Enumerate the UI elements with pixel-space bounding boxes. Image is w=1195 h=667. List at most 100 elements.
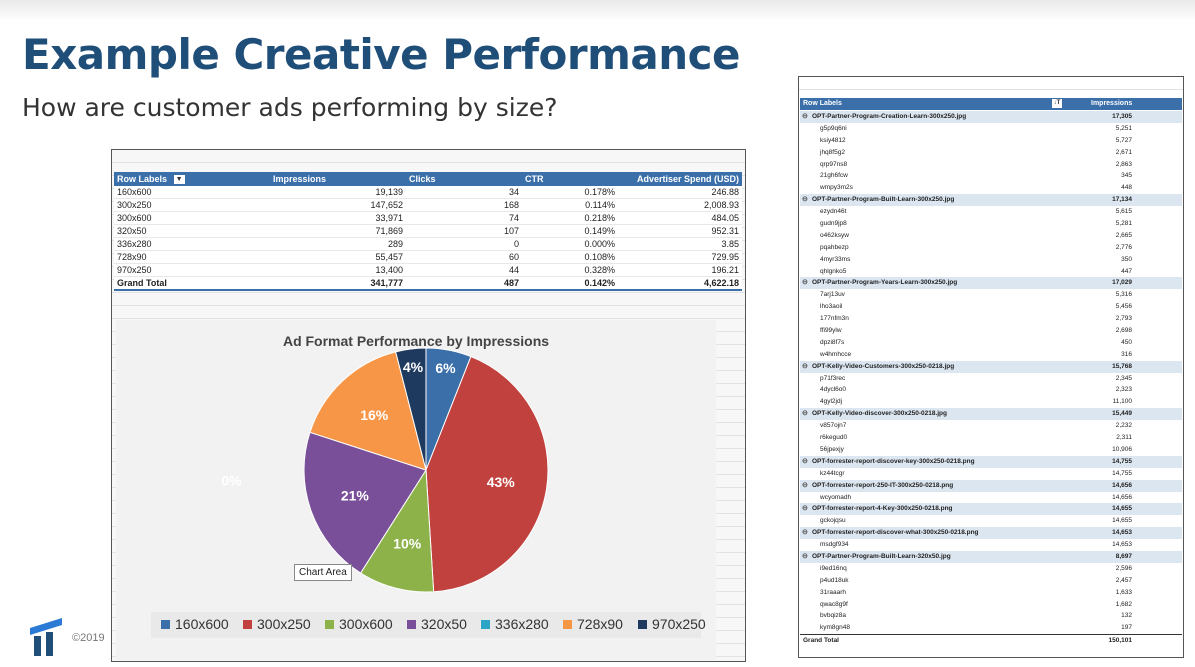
pie-slice-300x250[interactable] — [425, 355, 549, 593]
pie-slice-970x250[interactable] — [395, 347, 427, 471]
child-row[interactable]: wcyomadh 14,656 — [800, 492, 1182, 504]
child-row[interactable]: kz44tcgr 14,755 — [800, 468, 1182, 480]
value-cell[interactable]: 0 — [406, 237, 522, 251]
child-row[interactable]: ezydn46t 5,615 — [800, 206, 1182, 218]
value-cell[interactable]: 0.178% — [522, 186, 618, 199]
child-row[interactable]: 56jpexjy 10,906 — [800, 444, 1182, 456]
collapse-icon[interactable]: ⊖ — [802, 279, 808, 287]
value-cell[interactable]: 484.05 — [618, 211, 742, 225]
child-row[interactable]: 4myr33ms 350 — [800, 254, 1182, 266]
child-row[interactable]: bvbqiz8a 132 — [800, 610, 1182, 622]
value-cell[interactable]: 487 — [406, 276, 522, 291]
value-cell[interactable]: 19,139 — [270, 186, 406, 199]
child-row[interactable]: w4hmhcce 316 — [800, 349, 1182, 361]
row-label-cell[interactable]: 300x250 — [114, 198, 270, 212]
value-cell[interactable]: 13,400 — [270, 263, 406, 277]
value-cell[interactable]: 341,777 — [270, 276, 406, 291]
child-row[interactable]: qrp97ns8 2,863 — [800, 159, 1182, 171]
collapse-icon[interactable]: ⊖ — [802, 457, 808, 465]
value-cell[interactable]: 168 — [406, 198, 522, 212]
child-row[interactable]: p71f3rec 2,345 — [800, 373, 1182, 385]
value-cell[interactable]: 34 — [406, 186, 522, 199]
grand-total-row[interactable]: Grand Total 150,101 — [800, 634, 1182, 647]
value-cell[interactable]: 4,622.18 — [618, 276, 742, 291]
value-cell[interactable]: 289 — [270, 237, 406, 251]
group-row[interactable]: ⊖ OPT-forrester-report-250-IT-300x250-021… — [800, 479, 1182, 492]
group-row[interactable]: ⊖ OPT-Partner-Program-Creation-Learn-300x… — [800, 111, 1182, 123]
row-label-cell[interactable]: 320x50 — [114, 224, 270, 238]
group-row[interactable]: ⊖ OPT-Kelly-Video-discover-300x250-0218.j… — [800, 408, 1182, 421]
child-row[interactable]: 4dycl6o0 2,323 — [800, 384, 1182, 396]
pie-slice-728x90[interactable] — [309, 351, 427, 471]
value-cell[interactable]: 55,457 — [270, 250, 406, 264]
collapse-icon[interactable]: ⊖ — [802, 529, 808, 537]
value-cell[interactable]: 196.21 — [618, 263, 742, 277]
child-row[interactable]: 4gyl2jdj 11,100 — [800, 396, 1182, 408]
group-row[interactable]: ⊖ OPT-forrester-report-discover-key-300x2… — [800, 455, 1182, 468]
child-row[interactable]: kym8gn48 197 — [800, 622, 1182, 634]
row-label-cell[interactable]: 160x600 — [114, 186, 270, 199]
value-cell[interactable]: 74 — [406, 211, 522, 225]
child-row[interactable]: g5p9q6ni 5,251 — [800, 123, 1182, 135]
child-row[interactable]: 31raaarh 1,633 — [800, 587, 1182, 599]
value-cell[interactable]: 0.218% — [522, 211, 618, 225]
value-cell[interactable]: 0.108% — [522, 250, 618, 264]
value-cell[interactable]: 33,971 — [270, 211, 406, 225]
child-row[interactable]: 7arj13uv 5,316 — [800, 289, 1182, 301]
child-row[interactable]: msdgf934 14,653 — [800, 539, 1182, 551]
value-cell[interactable]: 0.149% — [522, 224, 618, 238]
child-row[interactable]: 21gh6fcw 345 — [800, 170, 1182, 182]
child-row[interactable]: wmpy3m2s 448 — [800, 182, 1182, 194]
child-row[interactable]: qwac8g9f 1,682 — [800, 599, 1182, 611]
row-label-cell[interactable]: 728x90 — [114, 250, 270, 264]
value-cell[interactable]: 3.85 — [618, 237, 742, 251]
sort-filter-icon[interactable]: ↓T — [1052, 99, 1062, 108]
value-cell[interactable]: 44 — [406, 263, 522, 277]
pie-slice-300x600[interactable] — [359, 468, 435, 593]
collapse-icon[interactable]: ⊖ — [802, 505, 808, 513]
group-row[interactable]: ⊖ OPT-forrester-report-discover-what-300x… — [800, 527, 1182, 540]
collapse-icon[interactable]: ⊖ — [802, 552, 808, 560]
child-row[interactable]: jhq8f5g2 2,671 — [800, 147, 1182, 159]
chart-area[interactable]: Ad Format Performance by Impressions 6% 43… — [116, 320, 716, 660]
child-row[interactable]: p4ud18uk 2,457 — [800, 575, 1182, 587]
group-row[interactable]: ⊖ OPT-forrester-report-4-Key-300x250-0218… — [800, 503, 1182, 516]
group-row[interactable]: ⊖ OPT-Partner-Program-Years-Learn-300x250… — [800, 277, 1182, 290]
child-row[interactable]: v857ojn7 2,232 — [800, 420, 1182, 432]
child-row[interactable]: gudn9jp8 5,281 — [800, 218, 1182, 230]
child-row[interactable]: i9ed16nq 2,596 — [800, 563, 1182, 575]
child-row[interactable]: pqahbezp 2,776 — [800, 242, 1182, 254]
child-row[interactable]: ffi99ylw 2,698 — [800, 325, 1182, 337]
collapse-icon[interactable]: ⊖ — [802, 362, 808, 370]
row-label-cell[interactable]: Grand Total — [114, 276, 270, 291]
value-cell[interactable]: 0.000% — [522, 237, 618, 251]
child-row[interactable]: o462ksyw 2,665 — [800, 230, 1182, 242]
child-row[interactable]: lho3aoil 5,456 — [800, 301, 1182, 313]
group-row[interactable]: ⊖ OPT-Partner-Program-Built-Learn-300x250… — [800, 194, 1182, 207]
child-row[interactable]: qhlgnko5 447 — [800, 266, 1182, 278]
group-row[interactable]: ⊖ OPT-Partner-Program-Built-Learn-320x50.… — [800, 550, 1182, 563]
value-cell[interactable]: 0.142% — [522, 276, 618, 291]
value-cell[interactable]: 60 — [406, 250, 522, 264]
value-cell[interactable]: 71,869 — [270, 224, 406, 238]
child-row[interactable]: ksiy4812 5,727 — [800, 135, 1182, 147]
filter-dropdown-icon[interactable]: ▼ — [173, 175, 185, 185]
value-cell[interactable]: 147,652 — [270, 198, 406, 212]
value-cell[interactable]: 0.328% — [522, 263, 618, 277]
child-row[interactable]: r6kegud0 2,311 — [800, 432, 1182, 444]
child-row[interactable]: 177nfm3n 2,793 — [800, 313, 1182, 325]
collapse-icon[interactable]: ⊖ — [802, 113, 808, 120]
value-cell[interactable]: 0.114% — [522, 198, 618, 212]
child-row[interactable]: gckojqsu 14,655 — [800, 515, 1182, 527]
collapse-icon[interactable]: ⊖ — [802, 196, 808, 204]
collapse-icon[interactable]: ⊖ — [802, 410, 808, 418]
value-cell[interactable]: 246.88 — [618, 186, 742, 199]
row-label-cell[interactable]: 970x250 — [114, 263, 270, 277]
child-row[interactable]: dpzi8f7s 450 — [800, 337, 1182, 349]
value-cell[interactable]: 729.95 — [618, 250, 742, 264]
value-cell[interactable]: 2,008.93 — [618, 198, 742, 212]
collapse-icon[interactable]: ⊖ — [802, 481, 808, 489]
group-row[interactable]: ⊖ OPT-Kelly-Video-Customers-300x250-0218.… — [800, 360, 1182, 373]
row-label-cell[interactable]: 300x600 — [114, 211, 270, 225]
value-cell[interactable]: 952.31 — [618, 224, 742, 238]
